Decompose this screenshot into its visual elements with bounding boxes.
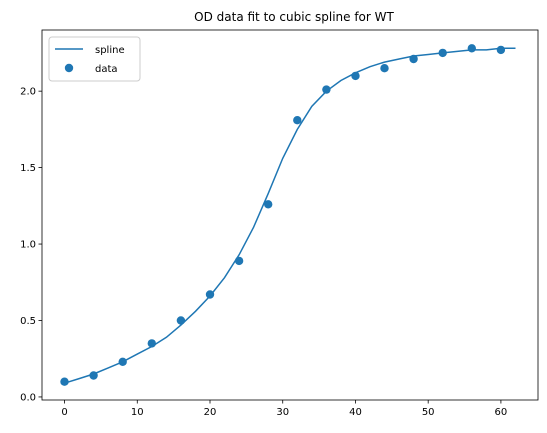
axes: 0 10 20 30 40 50 60 0.0 0.5 1.0 1.5 2.0: [20, 29, 539, 418]
legend: spline data: [48, 36, 141, 82]
x-tick-label: 20: [204, 407, 217, 418]
data-point: [264, 200, 273, 209]
data-point: [234, 256, 244, 266]
legend-label-spline: spline: [95, 45, 125, 56]
x-tick-label: 10: [131, 407, 144, 418]
y-tick-label: 0.0: [20, 392, 36, 403]
data-point: [438, 48, 447, 58]
x-tick-label: 50: [422, 407, 435, 418]
data-point: [496, 45, 506, 55]
data-point: [176, 316, 186, 325]
data-point: [351, 71, 360, 81]
data-point: [60, 377, 69, 386]
chart-title: OD data fit to cubic spline for WT: [194, 10, 394, 24]
legend-label-data: data: [95, 64, 118, 75]
x-tick-label: 60: [495, 407, 508, 418]
x-tick-label: 40: [349, 407, 362, 418]
data-point: [147, 339, 156, 348]
axes-frame: [41, 29, 539, 401]
series-line-spline: [64, 47, 516, 384]
x-tick-label: 30: [276, 407, 289, 418]
legend-swatch-data: [64, 63, 74, 73]
y-tick-label: 2.0: [20, 87, 36, 98]
data-point: [380, 63, 389, 73]
data-point: [118, 357, 127, 366]
data-point: [467, 44, 476, 53]
x-tick-label: 0: [61, 407, 67, 418]
data-point: [293, 116, 302, 125]
y-tick-label: 0.5: [20, 316, 36, 327]
plot-area: [60, 44, 516, 386]
data-point: [205, 290, 215, 299]
y-tick-label: 1.5: [20, 163, 36, 174]
data-point: [322, 85, 331, 94]
data-point: [409, 54, 418, 64]
data-point: [89, 371, 98, 380]
y-tick-label: 1.0: [20, 240, 36, 251]
